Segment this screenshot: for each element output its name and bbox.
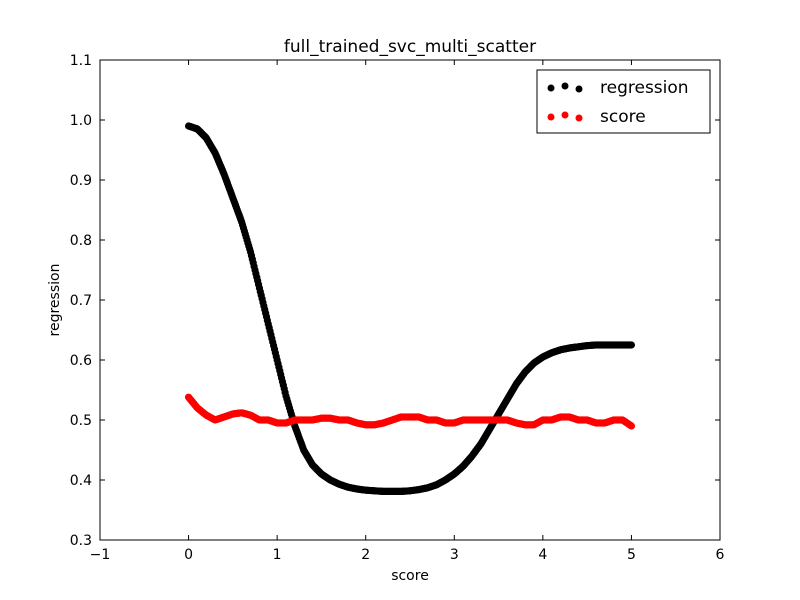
y-tick-label: 1.0 xyxy=(70,113,92,129)
x-tick-label: 1 xyxy=(273,547,282,563)
chart-title: full_trained_svc_multi_scatter xyxy=(284,37,536,57)
y-tick-label: 0.4 xyxy=(70,473,92,489)
legend-entry-regression: regression xyxy=(547,78,689,98)
legend-marker-regression xyxy=(561,82,569,90)
legend-marker-regression xyxy=(547,84,555,92)
point-score xyxy=(627,422,636,430)
x-tick-label: 0 xyxy=(184,547,193,563)
y-tick-label: 0.8 xyxy=(70,233,92,249)
legend-label-regression: regression xyxy=(600,78,689,98)
legend-marker-regression xyxy=(575,85,583,93)
x-axis-label: score xyxy=(391,568,429,584)
legend: regression score xyxy=(536,69,711,134)
x-tick-label: 4 xyxy=(538,547,547,563)
legend-box xyxy=(536,69,711,134)
y-axis-label: regression xyxy=(47,264,63,337)
x-tick-label: 3 xyxy=(450,547,459,563)
data-points xyxy=(184,122,636,495)
y-tick-label: 0.5 xyxy=(70,413,92,429)
y-tick-label: 0.9 xyxy=(70,173,92,189)
y-tick-label: 0.6 xyxy=(70,353,92,369)
legend-label-score: score xyxy=(600,107,646,127)
legend-marker-score xyxy=(561,111,569,119)
axis-ticks: −1 0 1 2 3 4 5 6 0.3 0.4 0.5 0.6 0.7 0.8 0.9 1.0 1.1 xyxy=(70,53,725,563)
legend-marker-score xyxy=(547,113,555,121)
x-tick-label: 5 xyxy=(627,547,636,563)
plot-frame xyxy=(99,59,721,541)
x-tick-label: 2 xyxy=(361,547,370,563)
series-regression xyxy=(184,122,636,495)
y-tick-label: 1.1 xyxy=(70,53,92,69)
series-score xyxy=(184,393,636,430)
y-tick-label: 0.7 xyxy=(70,293,92,309)
x-tick-label: −1 xyxy=(90,547,111,563)
x-tick-label: 6 xyxy=(716,547,725,563)
legend-marker-score xyxy=(575,114,583,122)
point-regression xyxy=(627,341,636,349)
legend-entry-score: score xyxy=(547,107,646,127)
y-tick-label: 0.3 xyxy=(70,533,92,549)
